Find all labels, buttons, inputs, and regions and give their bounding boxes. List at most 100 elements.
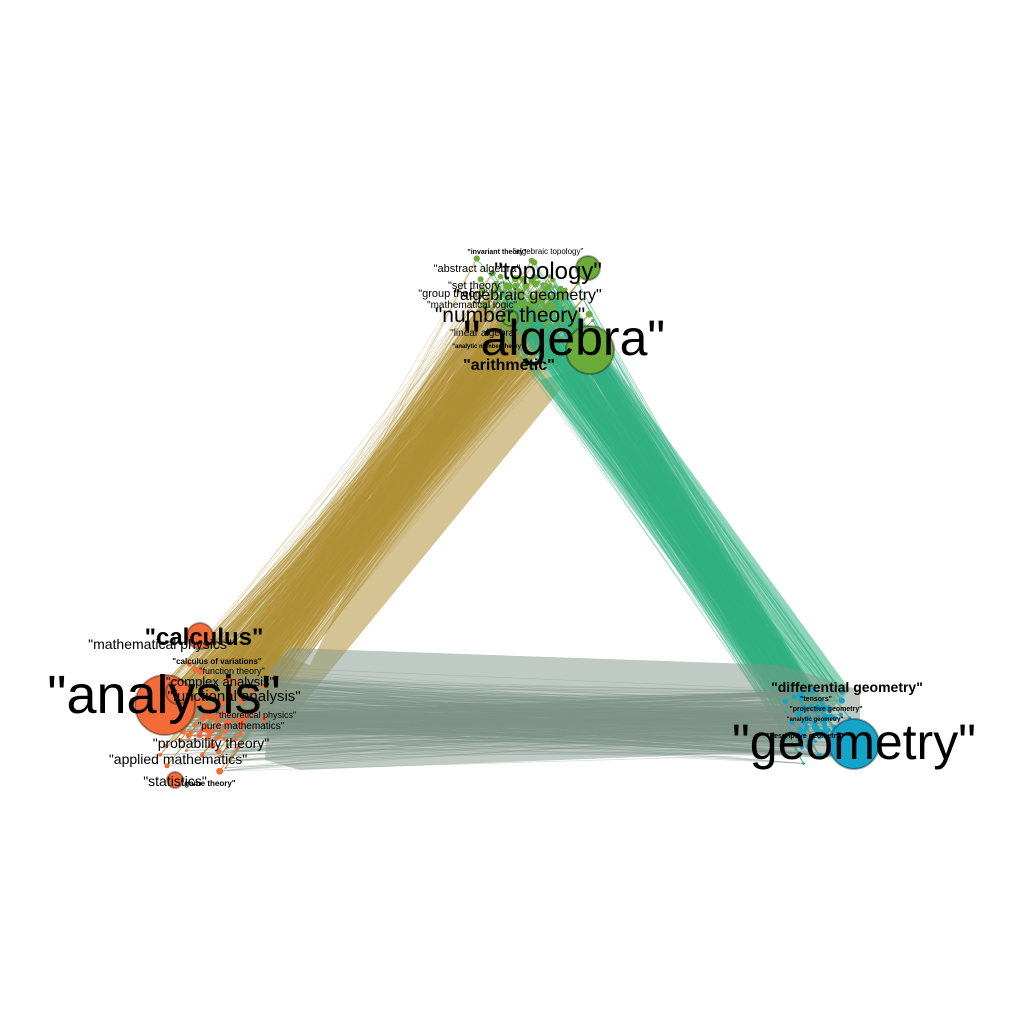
graph-edge xyxy=(573,307,786,702)
graph-edge xyxy=(219,303,520,701)
label-mathematical-physics: "mathematical physics" xyxy=(88,636,232,652)
graph-edge xyxy=(189,680,804,708)
graph-edge xyxy=(513,309,823,706)
graph-edge xyxy=(511,314,807,728)
graph-edge xyxy=(517,317,826,728)
graph-edge xyxy=(175,305,517,740)
graph-edge xyxy=(209,306,565,673)
graph-edge xyxy=(518,303,801,729)
graph-edge xyxy=(247,305,554,698)
graph-edge xyxy=(219,278,508,701)
graph-edge xyxy=(218,310,546,727)
graph-edge xyxy=(217,276,538,718)
graph-edge xyxy=(192,297,548,705)
graph-edge xyxy=(158,280,550,713)
graph-edge xyxy=(160,313,590,730)
graph-edge xyxy=(160,289,566,730)
graph-edge xyxy=(185,302,559,751)
graph-edge xyxy=(204,279,555,730)
graph-edge xyxy=(158,287,563,713)
graph-edge xyxy=(218,711,823,752)
graph-edge xyxy=(192,328,571,705)
graph-edge xyxy=(213,305,554,718)
graph-edge xyxy=(564,306,822,722)
graph-edge xyxy=(481,289,802,696)
graph-edge xyxy=(214,309,514,725)
graph-edge xyxy=(189,276,538,665)
graph-edge xyxy=(576,314,826,728)
graph-edge xyxy=(592,320,803,731)
graph-edge xyxy=(241,289,561,696)
graph-edge xyxy=(175,297,553,740)
graph-edge xyxy=(509,297,843,701)
graph-edge xyxy=(197,317,539,701)
graph-edge xyxy=(237,305,572,714)
graph-edge xyxy=(144,310,546,711)
graph-edge xyxy=(172,296,554,728)
graph-edge xyxy=(212,303,527,732)
graph-edge xyxy=(203,283,543,689)
graph-edge xyxy=(217,305,517,718)
graph-edge xyxy=(225,305,517,732)
graph-edge xyxy=(517,317,793,692)
graph-edge xyxy=(508,286,816,711)
graph-edge xyxy=(492,273,807,728)
graph-edge xyxy=(233,338,560,696)
graph-edge xyxy=(526,313,822,722)
graph-edge xyxy=(198,699,801,730)
graph-edge xyxy=(215,721,802,732)
graph-edge xyxy=(193,712,800,755)
graph-edge xyxy=(550,307,827,732)
graph-edge xyxy=(219,284,552,701)
graph-edge xyxy=(497,284,804,723)
graph-edge xyxy=(225,733,801,769)
graph-edge xyxy=(224,287,549,721)
graph-edge xyxy=(189,314,577,665)
graph-edge xyxy=(175,287,563,740)
graph-edge xyxy=(219,299,522,701)
graph-edge xyxy=(199,289,483,682)
graph-edge xyxy=(239,285,526,723)
graph-edge xyxy=(535,304,817,730)
graph-edge xyxy=(211,311,554,731)
graph-edge xyxy=(181,302,559,716)
graph-edge xyxy=(218,298,522,727)
graph-edge xyxy=(549,309,822,735)
graph-edge xyxy=(223,702,808,723)
graph-edge xyxy=(264,720,792,733)
graph-edge xyxy=(212,302,525,691)
graph-edge xyxy=(207,288,561,717)
graph-edge xyxy=(552,311,804,708)
graph-edge xyxy=(169,272,493,713)
graph-edge xyxy=(524,302,823,706)
graph-edge xyxy=(243,276,538,721)
label-abstract-algebra: "abstract algebra" xyxy=(434,263,521,275)
graph-edge xyxy=(205,321,543,731)
graph-edge xyxy=(225,311,545,682)
graph-edge xyxy=(573,307,799,715)
graph-edge xyxy=(183,331,531,718)
graph-edge xyxy=(203,309,514,728)
graph-edge xyxy=(199,289,483,736)
graph-edge xyxy=(495,283,822,733)
graph-edge xyxy=(223,302,535,729)
graph-edge xyxy=(497,284,834,736)
graph-edge xyxy=(207,330,500,738)
graph-edge xyxy=(202,722,825,755)
graph-edge xyxy=(251,294,545,692)
graph-edge xyxy=(202,279,553,754)
graph-edge xyxy=(180,715,827,731)
graph-edge xyxy=(204,294,523,730)
graph-edge xyxy=(549,309,836,719)
graph-edge xyxy=(538,315,792,733)
graph-edge xyxy=(193,712,802,732)
label-probability-theory: "probability theory" xyxy=(153,735,270,751)
graph-edge xyxy=(215,721,814,740)
graph-edge xyxy=(592,320,795,697)
graph-edge xyxy=(202,313,528,718)
graph-edge xyxy=(582,298,825,709)
graph-edge xyxy=(171,287,507,679)
graph-edge xyxy=(211,308,524,731)
graph-edge xyxy=(243,287,549,721)
graph-edge xyxy=(219,305,550,737)
